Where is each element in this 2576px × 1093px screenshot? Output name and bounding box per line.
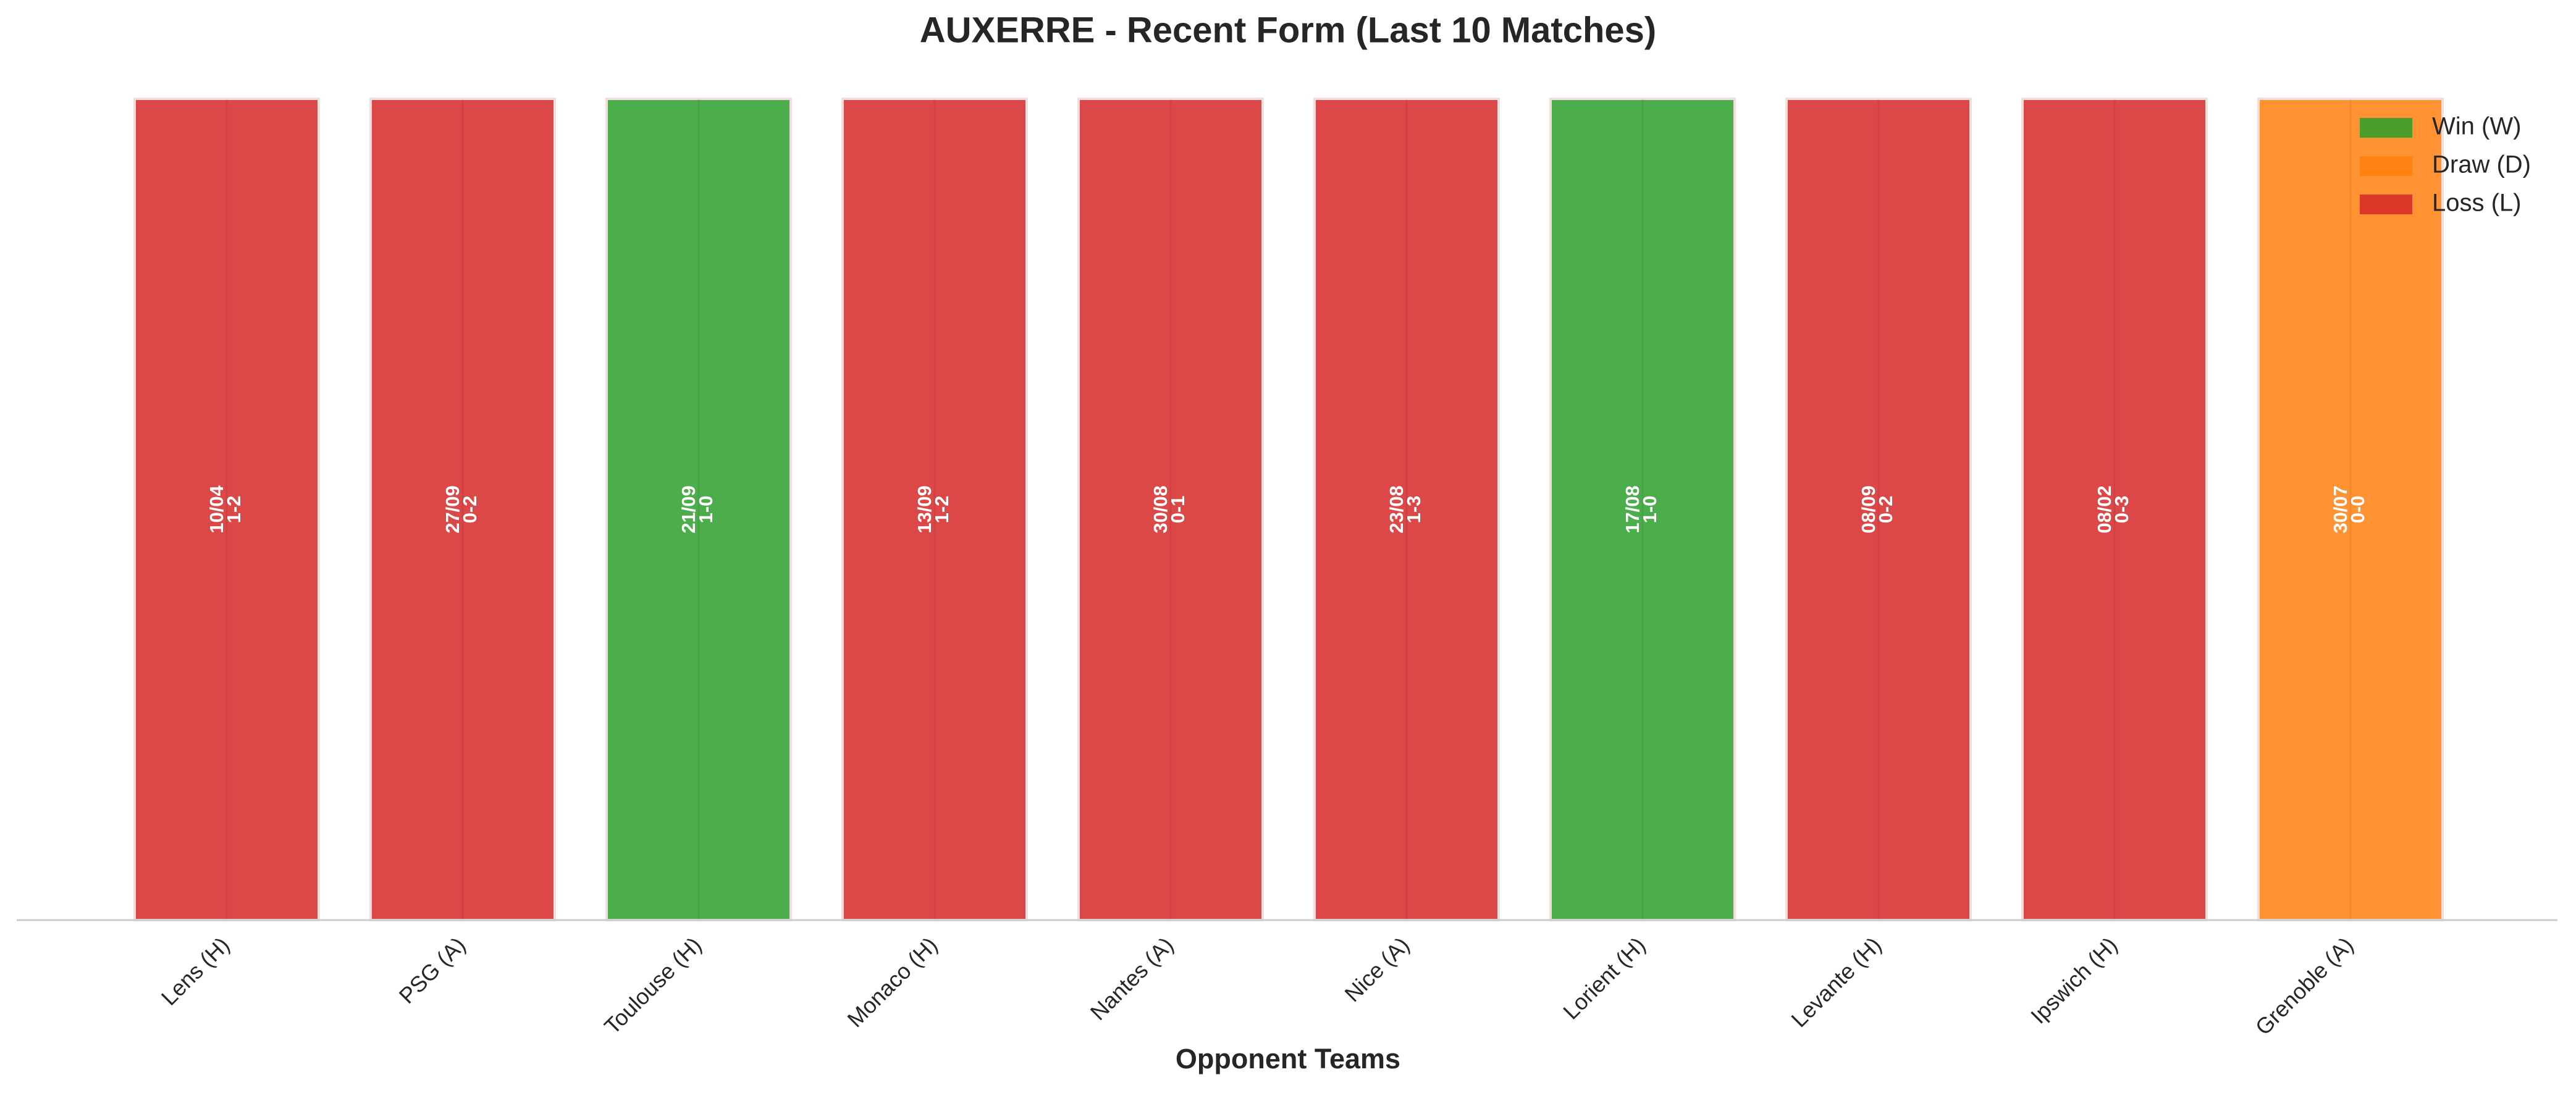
chart-title: AUXERRE - Recent Form (Last 10 Matches): [920, 10, 1656, 50]
legend-label: Draw (D): [2432, 151, 2531, 178]
match-score: 1-0: [695, 496, 717, 524]
match-date: 30/08: [1150, 485, 1171, 534]
bar: [133, 98, 320, 921]
match-date: 08/02: [2094, 485, 2115, 534]
match-date: 30/07: [2330, 485, 2351, 534]
legend-swatch: [2360, 195, 2412, 214]
match-score: 0-1: [1167, 496, 1189, 524]
bar: [1785, 98, 1972, 921]
match-score: 1-2: [223, 496, 245, 524]
bar: [1549, 98, 1736, 921]
match-score: 1-3: [1403, 496, 1425, 524]
match-date: 10/04: [206, 485, 227, 533]
legend-label: Win (W): [2432, 113, 2521, 140]
match-date: 27/09: [442, 485, 463, 534]
match-date: 13/09: [914, 485, 935, 534]
x-axis-label: Opponent Teams: [1176, 1043, 1400, 1074]
match-score: 1-2: [931, 496, 953, 524]
bar: [1313, 98, 1500, 921]
bar: [2021, 98, 2208, 921]
bar: [2257, 98, 2444, 921]
match-score: 0-3: [2111, 496, 2132, 524]
legend-label: Loss (L): [2432, 190, 2522, 217]
match-date: 08/09: [1858, 485, 1879, 534]
match-score: 1-0: [1639, 496, 1661, 524]
match-date: 23/08: [1386, 485, 1407, 534]
legend-swatch: [2360, 156, 2412, 176]
match-date: 21/09: [678, 485, 699, 534]
bar: [369, 98, 556, 921]
legend-swatch: [2360, 118, 2412, 138]
match-score: 0-2: [1875, 496, 1896, 524]
bar: [605, 98, 792, 921]
bar: [1077, 98, 1264, 921]
match-score: 0-0: [2347, 496, 2368, 524]
match-date: 17/08: [1622, 485, 1643, 534]
bar: [841, 98, 1028, 921]
match-score: 0-2: [459, 496, 481, 524]
